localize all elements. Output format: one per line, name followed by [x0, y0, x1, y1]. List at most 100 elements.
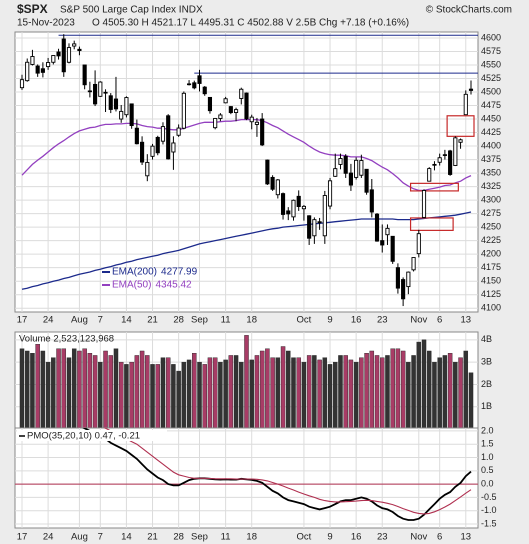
volume-bar — [145, 355, 150, 428]
candle-body — [317, 221, 322, 224]
credit: © StockCharts.com — [426, 5, 512, 16]
y-tick-label: 4150 — [481, 276, 501, 286]
candle-body — [82, 64, 87, 86]
x-tick-label: 9 — [327, 532, 332, 543]
candle-body — [202, 86, 207, 95]
candle-body — [291, 199, 296, 218]
volume-bar — [416, 341, 422, 428]
candle-body — [124, 97, 129, 116]
candle-body — [192, 82, 197, 89]
y-tick-label: 1.0 — [481, 452, 494, 462]
volume-bar — [437, 357, 442, 428]
volume-bar — [103, 350, 108, 428]
volume-bar — [306, 355, 312, 428]
x-tick-label: 11 — [221, 315, 231, 326]
x-tick-label: 14 — [121, 532, 132, 543]
volume-bar — [421, 339, 427, 428]
y-tick-label: 4425 — [481, 127, 501, 137]
candle-body — [385, 227, 390, 236]
volume-bar — [56, 348, 61, 428]
volume-bar — [150, 364, 155, 428]
legend-name: EMA(200) — [112, 267, 157, 278]
y-tick-label: 4100 — [481, 303, 501, 313]
candle-body — [354, 159, 359, 178]
candle-body — [359, 160, 364, 176]
y-tick-label: 4325 — [481, 181, 501, 191]
candle-body — [280, 193, 286, 215]
volume-bar — [197, 361, 202, 428]
candle-body — [442, 154, 447, 156]
volume-bar — [171, 364, 176, 428]
volume-bar — [129, 361, 134, 428]
candle-body — [119, 110, 124, 120]
volume-bar — [301, 361, 307, 428]
candle-body — [108, 95, 113, 110]
volume-bar — [202, 364, 207, 428]
x-tick-label: 23 — [377, 532, 388, 543]
y-tick-label: 4B — [481, 334, 492, 344]
x-tick-label: 11 — [221, 532, 231, 543]
volume-bar — [82, 348, 87, 428]
x-tick-label: Nov — [410, 315, 427, 326]
candle-body — [187, 83, 192, 86]
candle-body — [275, 179, 280, 196]
volume-bar — [66, 357, 72, 428]
candle-body — [270, 176, 275, 190]
volume-bar — [249, 359, 254, 428]
y-tick-label: 3B — [481, 357, 492, 367]
volume-bar — [176, 370, 181, 428]
volume-bar — [19, 348, 25, 428]
x-tick-label: 24 — [43, 532, 54, 543]
volume-bar — [369, 350, 375, 428]
candle-body — [265, 159, 270, 185]
subtitle: S&P 500 Large Cap Index INDX — [60, 5, 203, 16]
candle-body — [197, 75, 202, 84]
y-tick-label: 2B — [481, 379, 492, 389]
x-tick-label: 21 — [147, 315, 158, 326]
y-tick-label: 4300 — [481, 194, 501, 204]
volume-bar — [453, 361, 458, 428]
x-tick-label: 14 — [121, 315, 132, 326]
volume-bar — [108, 355, 113, 428]
candle-body — [286, 210, 291, 215]
candle-body — [61, 38, 66, 73]
volume-bar — [380, 357, 385, 428]
volume-bar — [359, 357, 364, 428]
y-tick-label: 1B — [481, 401, 492, 411]
plot-area — [15, 332, 478, 428]
candle-body — [401, 279, 406, 300]
candle-body — [171, 142, 176, 153]
x-tick-label: 23 — [377, 315, 388, 326]
x-tick-label: 16 — [351, 532, 362, 543]
volume-bar — [458, 357, 463, 428]
volume-bar — [385, 355, 390, 428]
candle-body — [348, 172, 353, 186]
candle-body — [301, 205, 306, 210]
candle-body — [260, 118, 265, 146]
candle-body — [453, 137, 458, 166]
legend-value: 4345.42 — [155, 280, 192, 291]
y-tick-label: 4550 — [481, 59, 501, 69]
volume-bar — [286, 350, 291, 428]
volume-bar — [35, 344, 40, 428]
volume-bar — [87, 353, 93, 428]
candle-body — [249, 116, 254, 123]
candle-body — [77, 48, 82, 51]
candle-body — [463, 93, 468, 116]
legend-name: EMA(50) — [112, 280, 151, 291]
y-tick-label: 4250 — [481, 222, 501, 232]
quote: O 4505.30 H 4521.17 L 4495.31 C 4502.88 … — [92, 18, 409, 29]
candle-body — [421, 190, 427, 218]
volume-bar — [348, 359, 354, 428]
volume-bar — [406, 361, 411, 428]
volume-bar — [400, 350, 406, 428]
candle-body — [233, 109, 239, 113]
y-tick-label: 4400 — [481, 140, 501, 150]
x-tick-label: Sep — [191, 532, 208, 543]
candle-body — [176, 127, 181, 136]
volume-bar — [155, 364, 160, 428]
x-tick-label: Sep — [191, 315, 208, 326]
candle-body — [327, 180, 333, 207]
x-tick-label: Oct — [297, 532, 312, 543]
